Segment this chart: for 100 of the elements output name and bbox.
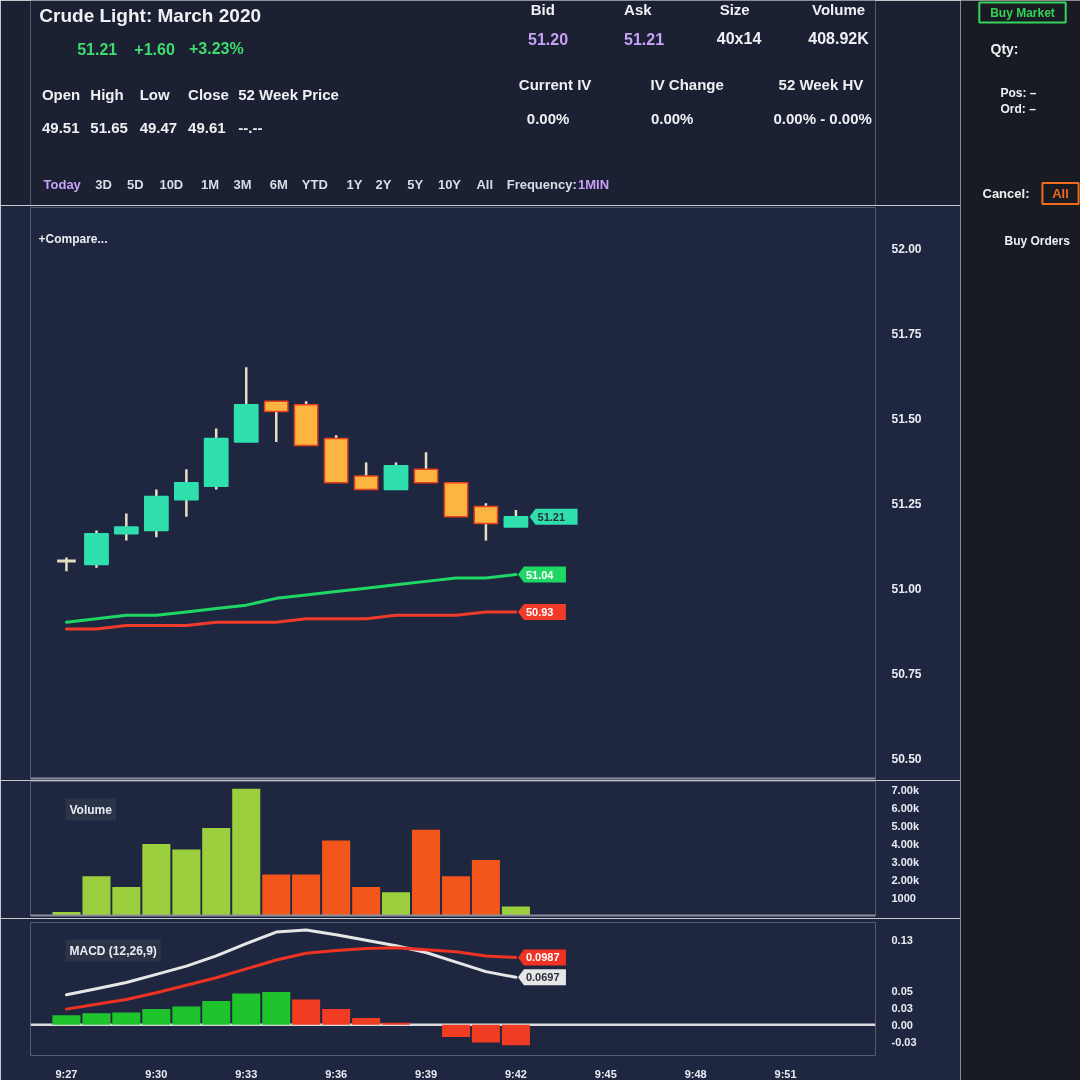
data-label: 51.04 xyxy=(525,568,555,581)
text: All xyxy=(1052,186,1069,201)
text: 52 Week Price xyxy=(238,86,339,103)
text: High xyxy=(90,86,124,103)
x-tick-label: 9:36 xyxy=(325,1067,348,1080)
text: Volume xyxy=(69,802,113,817)
text: Bid xyxy=(530,1,555,18)
text: 10D xyxy=(159,177,184,192)
text: 52 Week HV xyxy=(778,76,864,93)
text: 49.51 xyxy=(41,118,80,136)
text: 5Y xyxy=(407,177,424,192)
bar xyxy=(501,1024,530,1046)
data-label: 0.0987 xyxy=(525,951,560,964)
text: MACD (12,26,9) xyxy=(69,943,157,958)
candlestick xyxy=(113,512,139,542)
y-tick-label: 1000 xyxy=(891,891,916,904)
text: 51.20 xyxy=(528,30,569,48)
text: IV Change xyxy=(650,76,724,93)
bar xyxy=(52,1015,81,1025)
candlestick xyxy=(353,461,379,491)
bar xyxy=(172,849,201,916)
bar xyxy=(142,844,171,916)
x-tick-label: 9:30 xyxy=(145,1067,168,1080)
text: 6M xyxy=(269,177,288,192)
text: YTD xyxy=(301,177,328,192)
y-tick-label: -0.03 xyxy=(891,1035,917,1048)
bar xyxy=(172,1006,201,1025)
bar xyxy=(142,1009,171,1025)
text: 51.65 xyxy=(90,118,128,136)
x-tick-label: 9:45 xyxy=(594,1067,617,1080)
text: 1Y xyxy=(346,177,363,192)
text: Ask xyxy=(624,1,653,18)
bar xyxy=(292,874,321,916)
annotation: 51.21 xyxy=(537,510,566,523)
text: All xyxy=(476,177,494,192)
y-tick-label: 4.00k xyxy=(891,838,920,851)
text: +3.23% xyxy=(188,40,244,57)
text: 3M xyxy=(233,177,252,192)
text: +1.60 xyxy=(134,40,175,58)
x-tick-label: 9:51 xyxy=(774,1067,797,1080)
text: Size xyxy=(719,1,750,18)
text: Buy Market xyxy=(990,5,1055,20)
bar xyxy=(262,992,291,1025)
y-tick-label: 2.00k xyxy=(891,873,920,886)
text: 1M xyxy=(201,177,220,192)
text: Qty: xyxy=(990,40,1019,57)
y-tick-label: 51.50 xyxy=(891,411,922,426)
y-tick-label: 52.00 xyxy=(891,241,922,256)
y-tick-label: 0.03 xyxy=(891,1001,913,1014)
annotation: +Compare... xyxy=(38,231,108,246)
candlestick xyxy=(173,467,199,519)
text: Buy Orders xyxy=(1004,233,1071,248)
text: Crude Light: March 2020 xyxy=(39,5,262,26)
bar xyxy=(322,1009,351,1025)
text: 51.21 xyxy=(623,30,665,48)
text: 408.92K xyxy=(808,30,870,47)
y-tick-label: 50.50 xyxy=(891,751,922,766)
text: 10Y xyxy=(437,177,462,192)
bar xyxy=(232,788,261,916)
x-tick-label: 9:48 xyxy=(684,1067,707,1080)
text: 0.00% - 0.00% xyxy=(773,110,872,127)
data-label: 0.0697 xyxy=(525,971,560,984)
text: 3D xyxy=(95,177,112,192)
x-tick-label: 9:42 xyxy=(504,1067,527,1080)
data-label: 50.93 xyxy=(525,605,554,618)
bar xyxy=(202,827,231,916)
bar xyxy=(471,860,500,916)
text: Open xyxy=(41,86,81,103)
bar xyxy=(381,892,411,916)
y-tick-label: 50.75 xyxy=(891,666,922,681)
text: --.-- xyxy=(238,118,263,136)
text: 5D xyxy=(126,177,144,192)
bar xyxy=(381,1022,411,1025)
bar xyxy=(262,874,291,916)
text: 49.61 xyxy=(188,118,226,136)
text: 0.00% xyxy=(650,110,694,127)
y-tick-label: 51.75 xyxy=(891,326,922,341)
text: Pos: – xyxy=(1000,85,1037,100)
text: 40x14 xyxy=(716,30,762,47)
y-tick-label: 51.00 xyxy=(891,581,922,596)
bar xyxy=(352,886,381,916)
bar xyxy=(471,1024,500,1043)
bar xyxy=(202,1000,231,1025)
text: Current IV xyxy=(518,76,592,93)
bar xyxy=(442,876,471,916)
candlestick xyxy=(383,461,409,491)
text: 51.21 xyxy=(77,40,118,58)
bar xyxy=(352,1017,381,1025)
text: Today xyxy=(43,177,82,192)
y-tick-label: 0.00 xyxy=(891,1018,913,1031)
x-tick-label: 9:39 xyxy=(415,1067,438,1080)
text: Ord: – xyxy=(1000,101,1037,116)
candlestick xyxy=(473,501,499,542)
text: 49.47 xyxy=(139,118,178,136)
x-tick-label: 9:27 xyxy=(55,1067,78,1080)
text: 1MIN xyxy=(577,177,610,192)
bar xyxy=(232,993,261,1025)
text: Cancel: xyxy=(982,186,1030,201)
y-tick-label: 0.05 xyxy=(891,984,913,997)
y-tick-label: 51.25 xyxy=(891,496,922,511)
